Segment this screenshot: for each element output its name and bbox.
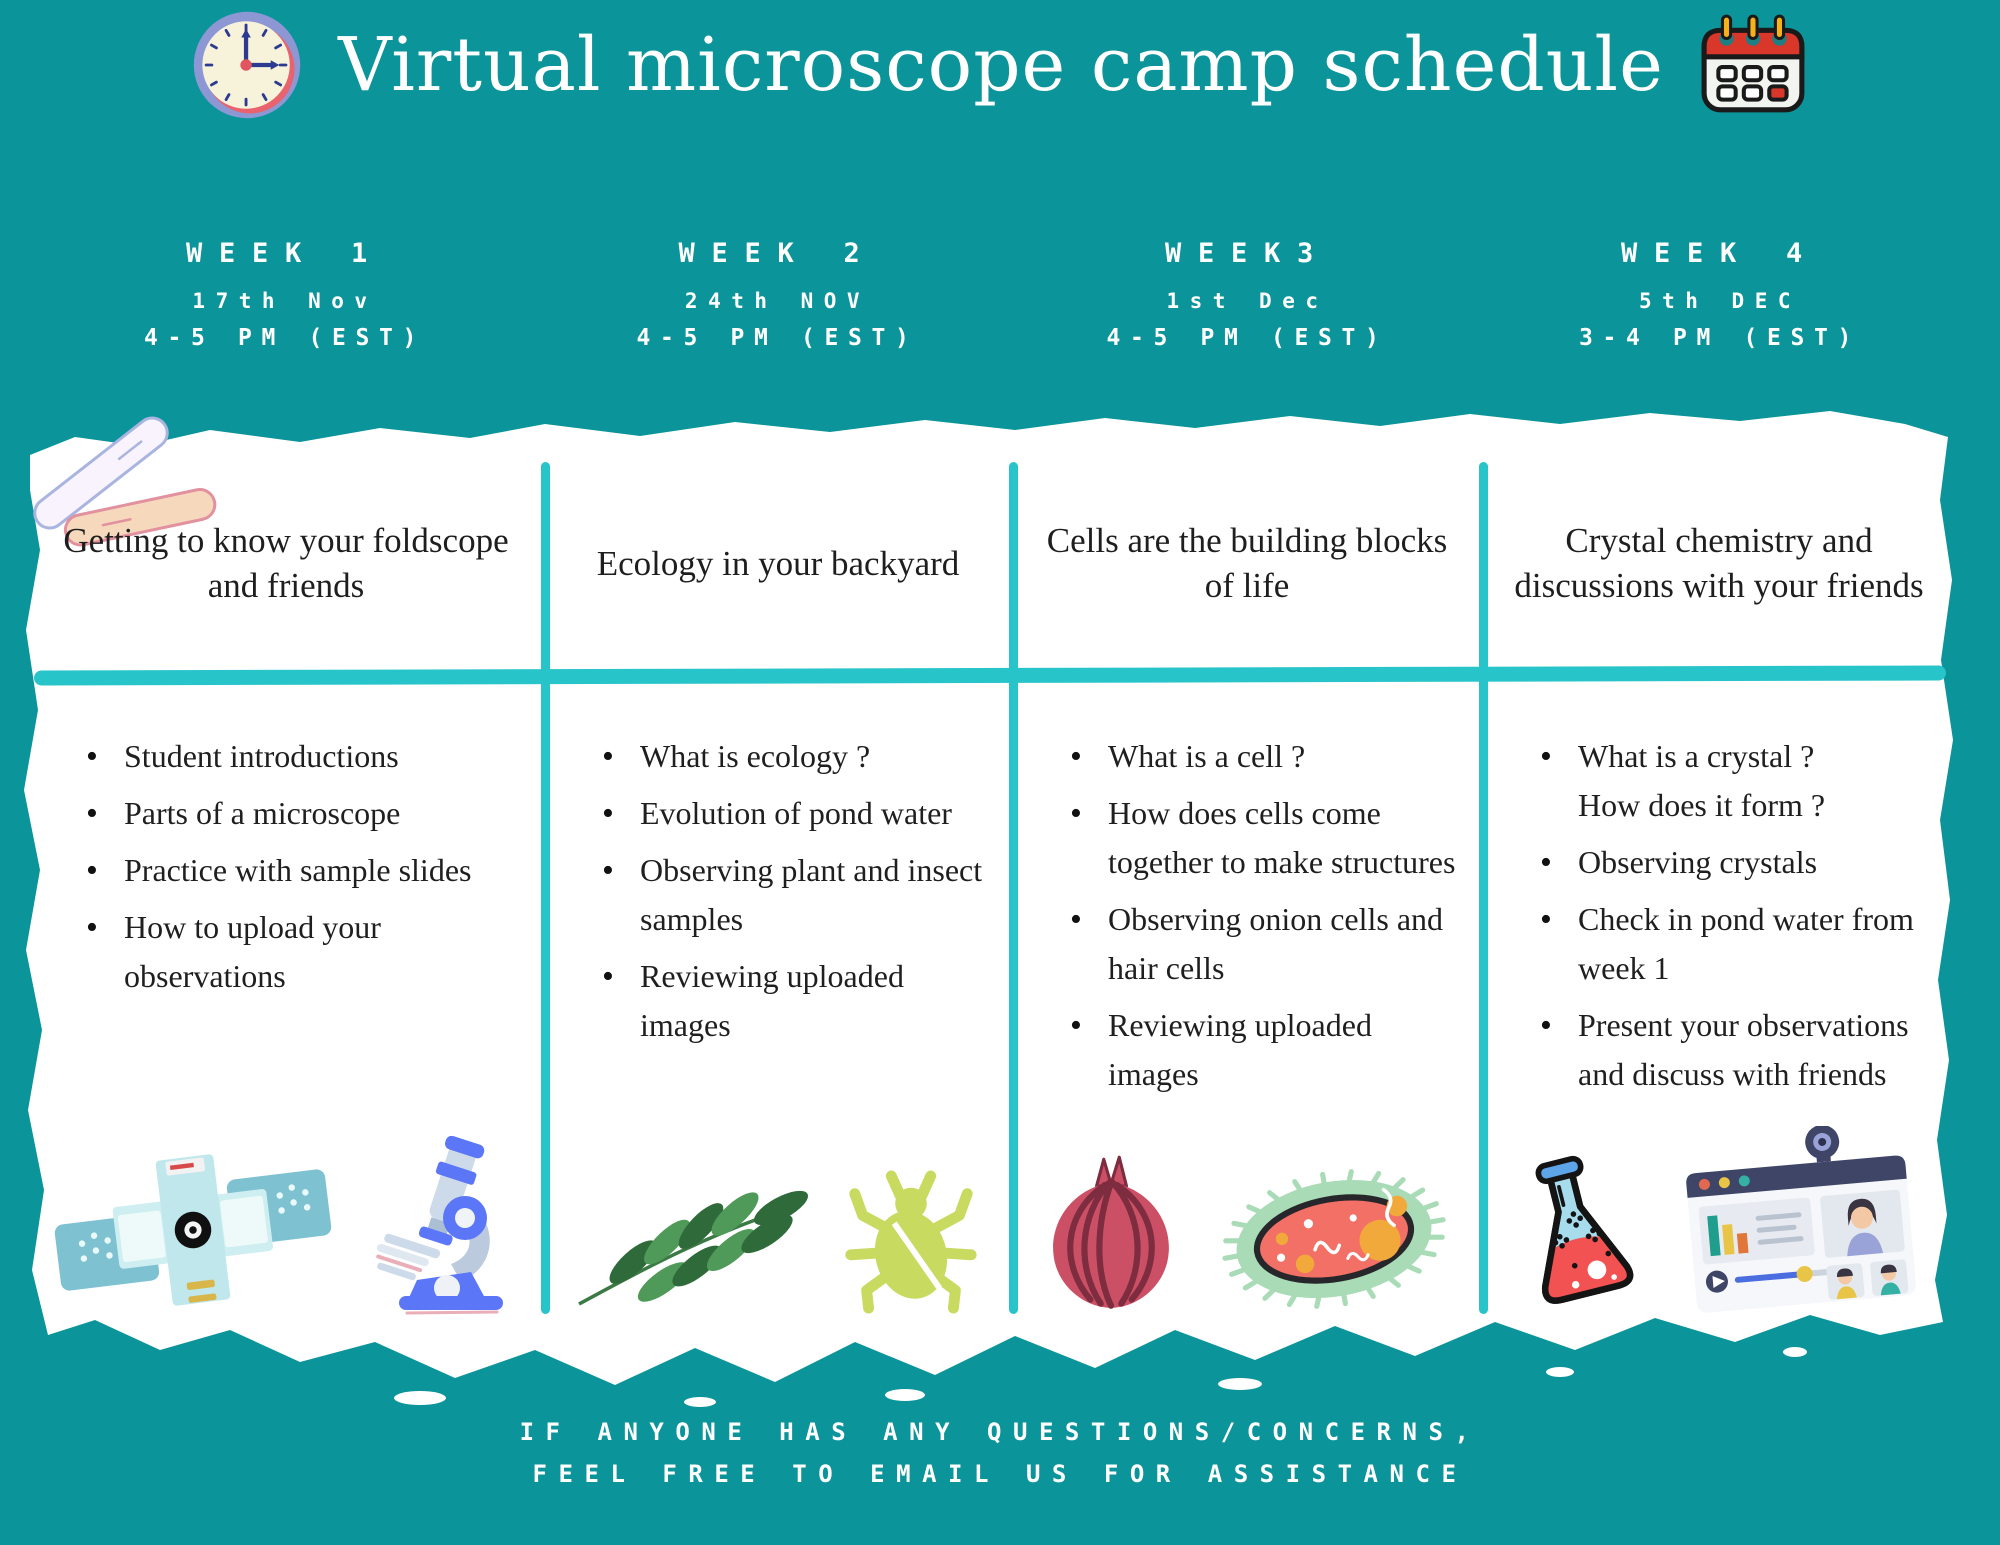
bullet-item: Observing crystals bbox=[1540, 838, 1938, 887]
week-date: 5th DEC bbox=[1638, 289, 1801, 313]
foldscope-illustration bbox=[54, 1154, 332, 1306]
calendar-icon bbox=[1701, 14, 1805, 113]
schedule-column-2: Ecology in your backyard What is ecology… bbox=[558, 470, 998, 1330]
week-date: 1st Dec bbox=[1166, 289, 1329, 313]
header: Virtual microscope camp schedule bbox=[0, 0, 2000, 130]
schedule-column-4: Crystal chemistry and discussions with y… bbox=[1496, 470, 1942, 1330]
bullet-item: Evolution of pond water bbox=[602, 789, 994, 838]
bullet-item: What is a cell ? bbox=[1070, 732, 1464, 781]
week-label: WEEK 4 bbox=[1621, 238, 1819, 269]
video-call-illustration bbox=[1686, 1126, 1916, 1313]
bullet-item: Student introductions bbox=[86, 732, 526, 781]
week-time: 4-5 PM (EST) bbox=[636, 325, 919, 351]
bullet-item: Reviewing uploaded images bbox=[602, 952, 994, 1050]
leaf-branch-illustration bbox=[578, 1190, 808, 1306]
column-divider bbox=[1479, 462, 1488, 1314]
column-divider bbox=[541, 462, 550, 1314]
bullet-item: Check in pond water from week 1 bbox=[1540, 895, 1938, 993]
topic-title: Getting to know your foldscope and frien… bbox=[63, 521, 509, 605]
bullet-item: What is ecology ? bbox=[602, 732, 994, 781]
week-date: 17th Nov bbox=[192, 289, 378, 313]
topic-title: Ecology in your backyard bbox=[596, 543, 960, 583]
topic-title: Cells are the building blocks of life bbox=[1046, 521, 1448, 605]
week-header-2: WEEK 2 24th NOV 4-5 PM (EST) bbox=[555, 238, 1000, 351]
week-label: WEEK 1 bbox=[186, 238, 384, 269]
onion-illustration bbox=[1053, 1155, 1169, 1309]
bullet-item: How to upload your observations bbox=[86, 903, 526, 1001]
topic-bullets: What is a crystal ? How does it form ? O… bbox=[1496, 732, 1942, 1099]
footer-line-2: FEEL FREE TO EMAIL US FOR ASSISTANCE bbox=[532, 1460, 1468, 1488]
bullet-item: Present your observations and discuss wi… bbox=[1540, 1001, 1938, 1099]
footer-line-1: IF ANYONE HAS ANY QUESTIONS/CONCERNS, bbox=[519, 1418, 1481, 1446]
topic-title: Crystal chemistry and discussions with y… bbox=[1514, 521, 1924, 605]
clock-icon bbox=[193, 11, 301, 119]
footer-note: IF ANYONE HAS ANY QUESTIONS/CONCERNS, FE… bbox=[0, 1418, 2000, 1488]
week-date: 24th NOV bbox=[684, 289, 871, 313]
week-label: WEEK3 bbox=[1165, 238, 1330, 269]
bullet-item: Practice with sample slides bbox=[86, 846, 526, 895]
topic-bullets: Student introductions Parts of a microsc… bbox=[42, 732, 530, 1001]
week-header-1: WEEK 1 17th Nov 4-5 PM (EST) bbox=[40, 238, 530, 351]
week-time: 3-4 PM (EST) bbox=[1578, 325, 1862, 351]
microscope-illustration bbox=[376, 1136, 503, 1315]
bullet-item: Observing onion cells and hair cells bbox=[1070, 895, 1464, 993]
page-title: Virtual microscope camp schedule bbox=[338, 22, 1664, 108]
bullet-item: What is a crystal ? How does it form ? bbox=[1540, 732, 1938, 830]
schedule-column-1: Getting to know your foldscope and frien… bbox=[42, 470, 530, 1330]
bullet-item: Reviewing uploaded images bbox=[1070, 1001, 1464, 1099]
schedule-column-3: Cells are the building blocks of life Wh… bbox=[1026, 470, 1468, 1330]
week-header-3: WEEK3 1st Dec 4-5 PM (EST) bbox=[1025, 238, 1470, 351]
cell-illustration bbox=[1222, 1169, 1446, 1309]
chalk-sticks-icon bbox=[6, 398, 226, 573]
week-time: 4-5 PM (EST) bbox=[1106, 325, 1389, 351]
week-header-4: WEEK 4 5th DEC 3-4 PM (EST) bbox=[1495, 238, 1945, 351]
topic-bullets: What is ecology ? Evolution of pond wate… bbox=[558, 732, 998, 1050]
bullet-item: Observing plant and insect samples bbox=[602, 846, 994, 944]
torn-paper-speckles bbox=[394, 1347, 1807, 1407]
topic-bullets: What is a cell ? How does cells come tog… bbox=[1026, 732, 1468, 1099]
beetle-illustration bbox=[845, 1170, 977, 1314]
bullet-item: Parts of a microscope bbox=[86, 789, 526, 838]
flask-illustration bbox=[1535, 1155, 1634, 1304]
week-label: WEEK 2 bbox=[678, 238, 877, 269]
bullet-item: How does cells come together to make str… bbox=[1070, 789, 1464, 887]
week-time: 4-5 PM (EST) bbox=[143, 325, 427, 351]
column-divider bbox=[1009, 462, 1018, 1314]
